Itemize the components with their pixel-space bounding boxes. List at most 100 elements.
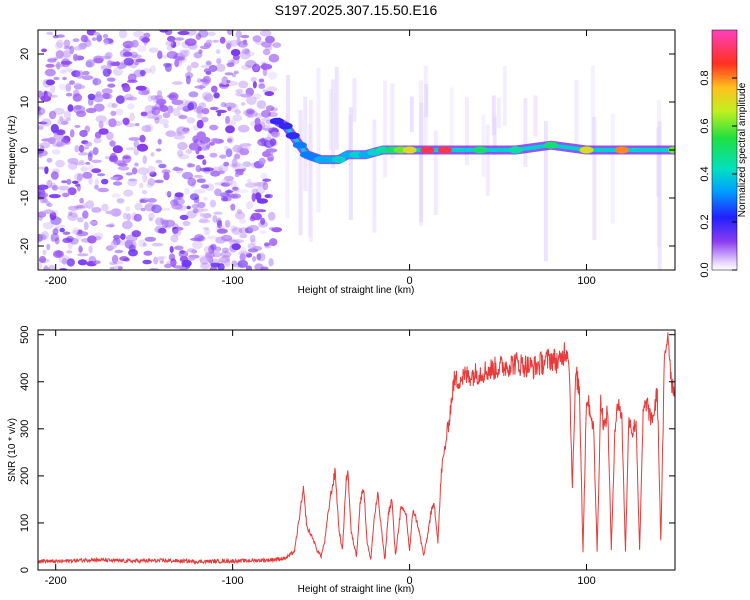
noise-blob <box>92 94 104 103</box>
noise-blob <box>123 93 134 101</box>
noise-blob <box>50 216 62 225</box>
noise-blob <box>231 73 237 78</box>
noise-blob <box>203 196 208 201</box>
noise-blob <box>186 210 197 219</box>
noise-blob <box>187 102 194 111</box>
noise-blob <box>93 57 104 64</box>
noise-blob <box>209 152 218 158</box>
noise-blob <box>93 260 101 265</box>
noise-blob <box>38 106 41 112</box>
noise-blob <box>268 53 280 63</box>
noise-blob <box>252 63 260 72</box>
y-tick-label: 400 <box>19 373 31 391</box>
noise-blob <box>118 266 123 270</box>
noise-blob <box>154 116 160 124</box>
spectrogram-noise-layer <box>38 30 662 270</box>
noise-blob <box>88 245 93 254</box>
ridge-point <box>285 132 300 140</box>
noise-blob <box>231 227 243 235</box>
noise-blob <box>266 86 278 93</box>
noise-blob <box>54 41 63 50</box>
noise-blob <box>172 167 184 171</box>
noise-blob <box>216 217 222 226</box>
noise-blob <box>157 90 162 98</box>
noise-blob <box>119 49 130 58</box>
noise-blob <box>240 93 251 98</box>
noise-blob <box>150 95 159 101</box>
noise-blob <box>259 79 265 86</box>
noise-blob <box>105 224 115 228</box>
noise-blob <box>169 246 174 253</box>
noise-blob <box>79 160 85 164</box>
noise-blob <box>159 217 165 224</box>
noise-blob <box>253 93 261 100</box>
noise-blob <box>85 161 91 165</box>
noise-blob <box>91 159 102 163</box>
noise-blob <box>205 70 212 75</box>
noise-blob <box>155 159 163 164</box>
noise-blob <box>136 143 149 152</box>
noise-blob <box>78 246 83 253</box>
noise-blob <box>45 63 55 68</box>
noise-blob <box>72 93 83 102</box>
noise-streak <box>590 65 595 155</box>
noise-blob <box>76 173 83 182</box>
noise-blob <box>226 176 233 186</box>
noise-blob <box>74 124 81 128</box>
noise-blob <box>38 125 44 130</box>
noise-blob <box>252 35 262 43</box>
noise-blob <box>172 107 181 117</box>
noise-blob <box>76 110 87 118</box>
noise-blob <box>242 161 252 168</box>
noise-blob <box>63 110 72 119</box>
noise-blob <box>260 266 269 270</box>
y-tick-label: 10 <box>19 96 31 108</box>
noise-blob <box>41 118 52 127</box>
noise-blob <box>92 147 99 156</box>
noise-blob <box>178 154 190 160</box>
noise-blob <box>212 258 220 265</box>
ridge-point <box>579 146 594 154</box>
noise-blob <box>60 67 73 72</box>
noise-blob <box>62 50 71 58</box>
noise-blob <box>128 244 136 252</box>
noise-blob <box>128 178 138 182</box>
noise-blob <box>125 172 133 176</box>
noise-blob <box>229 39 238 47</box>
noise-blob <box>111 193 121 198</box>
noise-blob <box>267 132 272 139</box>
noise-blob <box>106 59 113 69</box>
noise-streak <box>523 98 528 167</box>
noise-streak <box>491 95 496 136</box>
noise-blob <box>67 212 79 221</box>
noise-blob <box>38 107 46 116</box>
noise-blob <box>177 30 190 36</box>
noise-blob <box>259 121 266 130</box>
noise-blob <box>212 215 218 223</box>
noise-blob <box>187 257 196 261</box>
noise-blob <box>62 76 67 81</box>
noise-blob <box>60 120 69 125</box>
noise-streak <box>307 124 312 237</box>
noise-blob <box>91 37 97 41</box>
noise-blob <box>38 262 43 270</box>
noise-blob <box>41 138 53 142</box>
noise-blob <box>232 186 240 194</box>
noise-blob <box>55 250 63 257</box>
noise-streak <box>331 79 336 169</box>
noise-blob <box>254 192 262 201</box>
noise-blob <box>215 236 227 244</box>
noise-blob <box>238 227 249 234</box>
noise-blob <box>88 255 97 265</box>
noise-blob <box>197 254 206 261</box>
noise-blob <box>225 125 235 134</box>
noise-blob <box>197 201 206 209</box>
noise-blob <box>265 194 273 199</box>
noise-blob <box>61 180 67 184</box>
noise-blob <box>106 77 116 82</box>
noise-blob <box>229 103 239 113</box>
noise-blob <box>268 227 276 231</box>
noise-blob <box>210 137 220 144</box>
noise-blob <box>266 38 275 43</box>
noise-blob <box>148 212 155 220</box>
